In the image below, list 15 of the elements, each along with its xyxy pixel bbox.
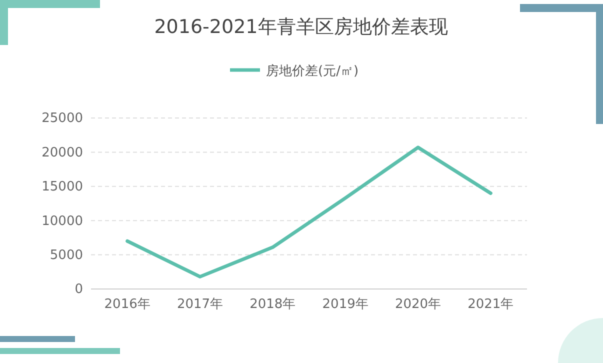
x-tick-label: 2020年 (394, 297, 442, 312)
x-tick-label: 2017年 (176, 297, 224, 312)
x-tick-label: 2018年 (250, 297, 296, 312)
chart-title: 2016-2021年青羊区房地价差表现 (154, 16, 448, 38)
y-tick-label: 20000 (42, 145, 83, 160)
y-tick-label: 10000 (42, 214, 83, 229)
x-tick-label: 2021年 (468, 297, 514, 312)
y-tick-label: 0 (74, 282, 83, 298)
y-tick-label: 5000 (50, 248, 83, 263)
line-series (126, 146, 492, 278)
y-tick-label: 25000 (42, 111, 83, 126)
x-tick-label: 2019年 (322, 297, 368, 312)
legend-label: 房地价差(元/㎡) (266, 63, 359, 79)
x-tick-label: 2016年 (104, 297, 150, 312)
y-tick-label: 15000 (42, 180, 83, 195)
